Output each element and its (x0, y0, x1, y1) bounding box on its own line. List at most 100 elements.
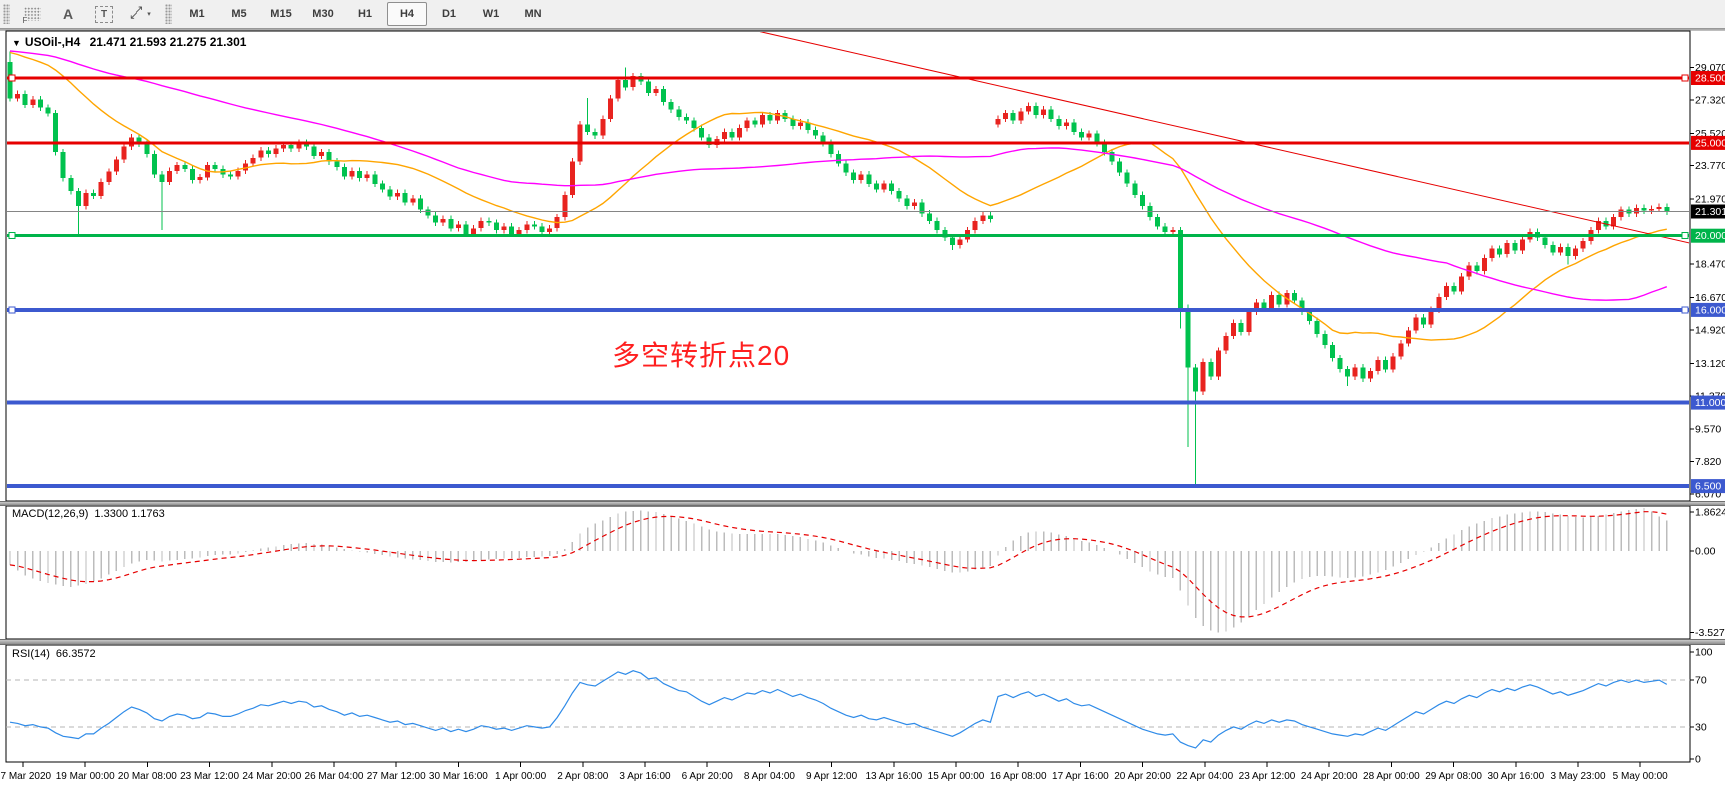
price-tag-16.000 (1691, 302, 1725, 317)
macd-histogram (9, 508, 1668, 633)
svg-text:5 May 00:00: 5 May 00:00 (1613, 771, 1668, 782)
svg-text:0.00: 0.00 (1695, 546, 1716, 558)
svg-text:23 Mar 12:00: 23 Mar 12:00 (180, 771, 239, 782)
trendline[interactable] (759, 32, 1690, 244)
hline-handle (1681, 306, 1689, 314)
rsi-name: RSI(14) (12, 648, 50, 660)
svg-text:28 Apr 00:00: 28 Apr 00:00 (1363, 771, 1420, 782)
svg-text:25.000: 25.000 (1695, 137, 1725, 149)
price-tag-6.500 (1691, 479, 1725, 494)
hline-handle (8, 306, 16, 314)
text-box-icon: T (95, 5, 113, 23)
text-box-button[interactable]: T (87, 2, 121, 26)
panel-borders (5, 30, 1691, 763)
timeframe-button-h4[interactable]: H4 (387, 2, 427, 26)
macd-indicator-label: MACD(12,26,9) 1.3300 1.1763 (12, 508, 165, 520)
symbol-timeframe-label: USOil-,H4 (24, 35, 81, 49)
svg-text:70: 70 (1695, 675, 1707, 687)
svg-text:0: 0 (1695, 754, 1701, 766)
svg-text:6 Apr 20:00: 6 Apr 20:00 (682, 771, 734, 782)
svg-text:13 Apr 16:00: 13 Apr 16:00 (865, 771, 922, 782)
price-tag-25.000 (1691, 135, 1725, 150)
svg-text:100: 100 (1695, 647, 1713, 659)
price-tag-28.500 (1691, 71, 1725, 85)
grid-f-icon[interactable]: F (15, 2, 49, 26)
toolbar-separator (0, 28, 1725, 31)
text-label-button[interactable]: A (51, 2, 85, 26)
panel-splitter-rsi[interactable] (0, 639, 1725, 645)
svg-text:23.770: 23.770 (1695, 160, 1725, 172)
svg-text:17 Mar 2020: 17 Mar 2020 (0, 771, 52, 782)
svg-text:1 Apr 00:00: 1 Apr 00:00 (495, 771, 547, 782)
svg-text:9 Apr 12:00: 9 Apr 12:00 (806, 771, 858, 782)
timeframe-button-h1[interactable]: H1 (357, 8, 373, 20)
chart-annotation-text[interactable]: 多空转折点20 (612, 340, 791, 371)
toolbar-grip[interactable] (165, 4, 172, 24)
symbol-dropdown-icon[interactable]: ▼ (12, 38, 21, 48)
timeframe-button-m1[interactable]: M1 (189, 8, 205, 20)
hline-handle (1681, 74, 1689, 82)
arrange-arrows-button[interactable]: ↗ ↙ ▾ (123, 2, 157, 26)
timeframe-button-m15[interactable]: M15 (270, 8, 292, 20)
panel-splitter-macd[interactable] (0, 501, 1725, 506)
svg-text:29.070: 29.070 (1695, 62, 1725, 74)
svg-text:9.570: 9.570 (1695, 424, 1721, 436)
svg-text:14.920: 14.920 (1695, 324, 1725, 336)
svg-text:29 Apr 08:00: 29 Apr 08:00 (1425, 771, 1482, 782)
svg-text:27 Mar 12:00: 27 Mar 12:00 (367, 771, 426, 782)
price-axis: 29.07027.32025.52023.77021.97018.47016.6… (1690, 62, 1725, 766)
svg-text:30: 30 (1695, 721, 1707, 733)
svg-text:28.500: 28.500 (1695, 73, 1725, 85)
grid-f-letter: F (22, 16, 28, 25)
timeframe-button-w1[interactable]: W1 (482, 8, 500, 20)
svg-text:20 Mar 08:00: 20 Mar 08:00 (118, 771, 177, 782)
svg-text:20 Apr 20:00: 20 Apr 20:00 (1114, 771, 1171, 782)
chevron-down-icon: ▾ (147, 11, 151, 18)
timeframe-button-mn[interactable]: MN (524, 8, 542, 20)
macd-name: MACD(12,26,9) (12, 508, 89, 520)
timeframe-button-m5[interactable]: M5 (231, 8, 247, 20)
svg-text:24 Apr 20:00: 24 Apr 20:00 (1301, 771, 1358, 782)
macd-signal-line (9, 511, 1667, 618)
svg-text:15 Apr 00:00: 15 Apr 00:00 (928, 771, 985, 782)
svg-text:19 Mar 00:00: 19 Mar 00:00 (56, 771, 115, 782)
ohlc-values: 21.471 21.593 21.275 21.301 (89, 35, 247, 49)
svg-text:3 May 23:00: 3 May 23:00 (1550, 771, 1605, 782)
svg-text:26 Mar 04:00: 26 Mar 04:00 (305, 771, 364, 782)
horizontal-lines[interactable] (6, 74, 1690, 489)
svg-text:1.8624: 1.8624 (1695, 507, 1725, 519)
svg-text:16 Apr 08:00: 16 Apr 08:00 (990, 771, 1047, 782)
svg-text:11.000: 11.000 (1695, 397, 1725, 409)
moving-average-60 (9, 50, 1668, 301)
svg-text:20.000: 20.000 (1695, 230, 1725, 242)
price-tag-11.000 (1691, 395, 1725, 410)
svg-text:23 Apr 12:00: 23 Apr 12:00 (1239, 771, 1296, 782)
moving-average-21 (9, 51, 1667, 341)
toolbar-grip[interactable] (3, 4, 10, 24)
svg-text:21.301: 21.301 (1695, 206, 1725, 218)
chart-title[interactable]: ▼ USOil-,H4 21.471 21.593 21.275 21.301 (12, 35, 246, 49)
arrow-ne-icon: ↗ (134, 4, 144, 16)
timeframe-button-m30[interactable]: M30 (312, 8, 334, 20)
svg-text:17 Apr 16:00: 17 Apr 16:00 (1052, 771, 1109, 782)
svg-text:30 Apr 16:00: 30 Apr 16:00 (1487, 771, 1544, 782)
svg-text:16.000: 16.000 (1695, 304, 1725, 316)
price-tag-21.301 (1691, 204, 1725, 219)
svg-text:8 Apr 04:00: 8 Apr 04:00 (744, 771, 796, 782)
rsi-line (9, 670, 1668, 749)
hline-handle (8, 74, 16, 82)
svg-text:3 Apr 16:00: 3 Apr 16:00 (619, 771, 671, 782)
svg-text:22 Apr 04:00: 22 Apr 04:00 (1176, 771, 1233, 782)
svg-text:2 Apr 08:00: 2 Apr 08:00 (557, 771, 609, 782)
arrange-arrows-icon: ↗ ↙ (129, 4, 145, 22)
svg-text:-3.5273: -3.5273 (1695, 627, 1725, 639)
toolbar: F A T ↗ ↙ ▾ M1 M5 M15 M30 H1 H4 D1 W1 MN (0, 0, 1725, 28)
grid-dots-icon: F (22, 7, 41, 25)
timeframe-button-d1[interactable]: D1 (441, 8, 457, 20)
macd-values: 1.3300 1.1763 (94, 508, 165, 520)
svg-text:18.470: 18.470 (1695, 259, 1725, 271)
svg-text:27.320: 27.320 (1695, 94, 1725, 106)
arrow-sw-icon: ↙ (129, 10, 139, 22)
